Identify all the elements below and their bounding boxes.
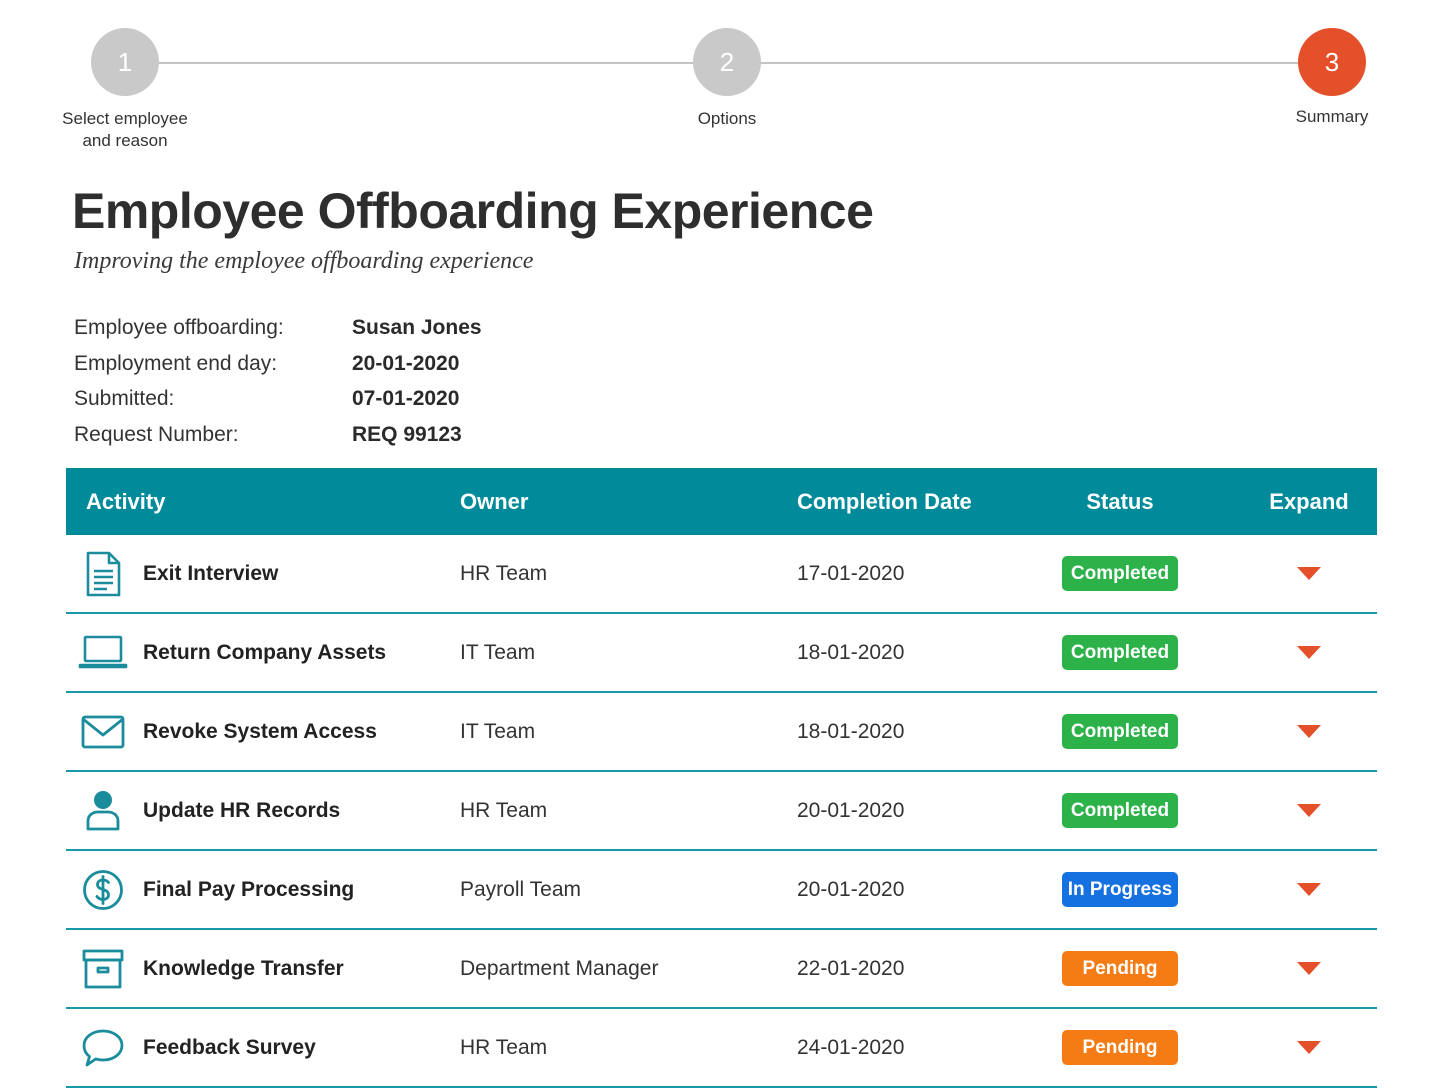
- activity-owner: HR Team: [460, 1035, 548, 1059]
- completion-date: 20-01-2020: [797, 877, 905, 901]
- expand-caret-icon[interactable]: [1297, 804, 1321, 817]
- table-row: Knowledge Transfer Department Manager 22…: [66, 930, 1377, 1009]
- expand-cell: [1284, 930, 1334, 1007]
- page-title: Employee Offboarding Experience: [72, 183, 874, 239]
- summary-row: Request Number: REQ 99123: [74, 417, 482, 453]
- status-cell: Pending: [1062, 1009, 1178, 1086]
- step-label: Options: [697, 109, 757, 128]
- summary-label: Employment end day:: [74, 351, 278, 375]
- expand-caret-icon[interactable]: [1297, 1041, 1321, 1054]
- table-row: Exit Interview HR Team 17-01-2020 Comple…: [66, 535, 1377, 614]
- person-icon: [78, 772, 128, 849]
- table-row: Update HR Records HR Team 20-01-2020 Com…: [66, 772, 1377, 851]
- activity-owner: IT Team: [460, 640, 536, 664]
- completion-date: 18-01-2020: [797, 719, 905, 743]
- expand-cell: [1284, 1009, 1334, 1086]
- step-summary[interactable]: 3 Summary: [1232, 28, 1432, 128]
- step-number: 1: [91, 28, 159, 96]
- column-header-activity: Activity: [86, 488, 166, 514]
- expand-cell: [1284, 851, 1334, 928]
- step-number: 2: [693, 28, 761, 96]
- stepper-connector: [760, 62, 1300, 64]
- dollar-icon: [78, 851, 128, 928]
- expand-caret-icon[interactable]: [1297, 962, 1321, 975]
- completion-date: 20-01-2020: [797, 798, 905, 822]
- completion-date: 22-01-2020: [797, 956, 905, 980]
- expand-caret-icon[interactable]: [1297, 725, 1321, 738]
- document-icon: [78, 535, 128, 612]
- status-badge: Completed: [1062, 635, 1178, 670]
- summary-row: Submitted: 07-01-2020: [74, 381, 482, 417]
- summary-row: Employee offboarding: Susan Jones: [74, 310, 482, 346]
- summary-value: Susan Jones: [352, 315, 482, 339]
- stepper-connector: [158, 62, 694, 64]
- table-row: Revoke System Access IT Team 18-01-2020 …: [66, 693, 1377, 772]
- progress-stepper: 1 Select employee and reason 2 Options 3…: [0, 0, 1448, 160]
- step-label: Summary: [1295, 107, 1369, 126]
- column-header-owner: Owner: [460, 488, 529, 514]
- status-cell: Completed: [1062, 772, 1178, 849]
- expand-cell: [1284, 535, 1334, 612]
- table-row: Final Pay Processing Payroll Team 20-01-…: [66, 851, 1377, 930]
- status-badge: Pending: [1062, 951, 1178, 986]
- expand-cell: [1284, 614, 1334, 691]
- status-cell: In Progress: [1062, 851, 1178, 928]
- laptop-icon: [78, 614, 128, 691]
- table-header: Activity Owner Completion Date Status Ex…: [66, 468, 1377, 535]
- activity-name: Final Pay Processing: [143, 877, 355, 901]
- request-summary: Employee offboarding: Susan Jones Employ…: [74, 310, 482, 453]
- activity-name: Exit Interview: [143, 561, 279, 585]
- activity-name: Return Company Assets: [143, 640, 387, 664]
- step-select-employee[interactable]: 1 Select employee and reason: [25, 28, 225, 152]
- activities-table: Activity Owner Completion Date Status Ex…: [66, 468, 1377, 1088]
- table-row: Return Company Assets IT Team 18-01-2020…: [66, 614, 1377, 693]
- status-cell: Completed: [1062, 614, 1178, 691]
- activity-name: Update HR Records: [143, 798, 341, 822]
- activity-name: Revoke System Access: [143, 719, 377, 743]
- completion-date: 24-01-2020: [797, 1035, 905, 1059]
- expand-caret-icon[interactable]: [1297, 646, 1321, 659]
- activity-name: Feedback Survey: [143, 1035, 316, 1059]
- table-row: Feedback Survey HR Team 24-01-2020 Pendi…: [66, 1009, 1377, 1088]
- step-options[interactable]: 2 Options: [627, 28, 827, 130]
- completion-date: 18-01-2020: [797, 640, 905, 664]
- summary-value: REQ 99123: [352, 422, 462, 446]
- status-cell: Completed: [1062, 693, 1178, 770]
- status-badge: Completed: [1062, 793, 1178, 828]
- column-header-completion-date: Completion Date: [797, 488, 972, 514]
- activity-owner: IT Team: [460, 719, 536, 743]
- page-subtitle: Improving the employee offboarding exper…: [74, 248, 534, 274]
- summary-label: Submitted:: [74, 387, 175, 411]
- status-badge: Completed: [1062, 714, 1178, 749]
- status-badge: Pending: [1062, 1030, 1178, 1065]
- summary-label: Employee offboarding:: [74, 315, 284, 339]
- expand-cell: [1284, 772, 1334, 849]
- step-number: 3: [1298, 28, 1366, 96]
- status-cell: Pending: [1062, 930, 1178, 1007]
- completion-date: 17-01-2020: [797, 561, 905, 585]
- summary-row: Employment end day: 20-01-2020: [74, 346, 482, 382]
- activity-owner: Department Manager: [460, 956, 659, 980]
- activity-owner: HR Team: [460, 561, 548, 585]
- summary-value: 07-01-2020: [352, 387, 460, 411]
- expand-caret-icon[interactable]: [1297, 567, 1321, 580]
- summary-label: Request Number:: [74, 422, 239, 446]
- step-label: Select employee and reason: [62, 109, 188, 150]
- column-header-expand: Expand: [1269, 488, 1349, 514]
- summary-value: 20-01-2020: [352, 351, 460, 375]
- expand-caret-icon[interactable]: [1297, 883, 1321, 896]
- activity-owner: HR Team: [460, 798, 548, 822]
- archive-box-icon: [78, 930, 128, 1007]
- chat-bubble-icon: [78, 1009, 128, 1086]
- status-cell: Completed: [1062, 535, 1178, 612]
- status-badge: Completed: [1062, 556, 1178, 591]
- activity-name: Knowledge Transfer: [143, 956, 344, 980]
- envelope-icon: [78, 693, 128, 770]
- activity-owner: Payroll Team: [460, 877, 581, 901]
- status-badge: In Progress: [1062, 872, 1178, 907]
- expand-cell: [1284, 693, 1334, 770]
- column-header-status: Status: [1086, 488, 1154, 514]
